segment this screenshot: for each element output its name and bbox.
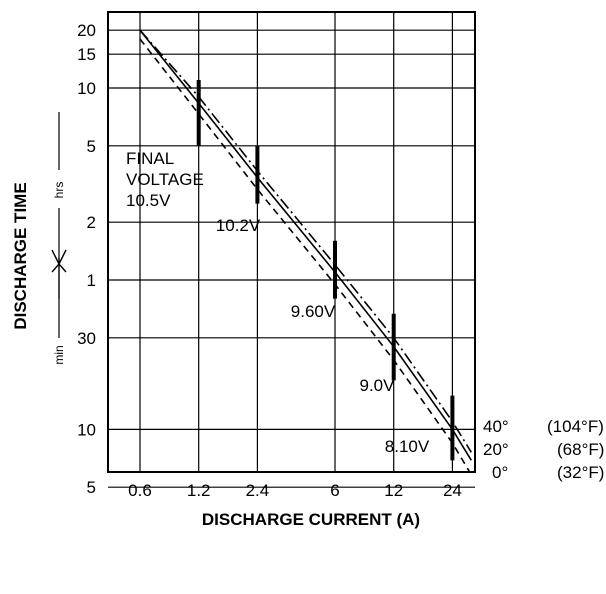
voltage-label-3: 9.0V bbox=[360, 376, 396, 395]
y-tick-label-4: 2 bbox=[87, 213, 96, 232]
series-line-1 bbox=[139, 29, 472, 461]
legend: 40° (104°F) 20° (68°F) 0° (32°F) bbox=[483, 417, 604, 482]
y-tick-label-2: 10 bbox=[77, 79, 96, 98]
y-tick-label-7: 10 bbox=[77, 420, 96, 439]
y-tick-label-5: 1 bbox=[87, 271, 96, 290]
y-axis-title: DISCHARGE TIME bbox=[11, 182, 30, 329]
y-tick-label-6: 30 bbox=[77, 329, 96, 348]
y-tick-label-3: 5 bbox=[87, 137, 96, 156]
final-voltage-line-2: VOLTAGE bbox=[126, 170, 204, 189]
voltage-markers: 10.2V 9.60V 9.0V 8.10V bbox=[196, 80, 455, 461]
final-voltage-note: FINAL VOLTAGE 10.5V bbox=[126, 149, 204, 210]
legend-fahrenheit-2: (68°F) bbox=[557, 440, 604, 459]
legend-fahrenheit-3: (32°F) bbox=[557, 463, 604, 482]
y-tick-label-0: 20 bbox=[77, 21, 96, 40]
x-tick-label-5: 24 bbox=[443, 481, 462, 500]
x-axis-title: DISCHARGE CURRENT (A) bbox=[202, 510, 420, 529]
voltage-label-4: 8.10V bbox=[385, 437, 430, 456]
plot-frame bbox=[107, 11, 476, 473]
min-label: min bbox=[52, 345, 66, 364]
voltage-label-2: 9.60V bbox=[291, 302, 336, 321]
y-tick-label-8: 5 bbox=[87, 478, 96, 497]
boundary-arrows-icon bbox=[51, 249, 67, 299]
tick-labels: 0.6 1.2 2.4 6 12 24 20 15 10 5 2 1 30 10 5 bbox=[77, 21, 462, 500]
final-voltage-line-3: 10.5V bbox=[126, 191, 171, 210]
x-tick-label-4: 12 bbox=[384, 481, 403, 500]
legend-temp-3: 0° bbox=[492, 463, 508, 482]
voltage-label-1: 10.2V bbox=[216, 216, 261, 235]
series-line-2 bbox=[139, 38, 471, 472]
y-unit-indicator: hrs min bbox=[51, 112, 67, 365]
grid bbox=[108, 12, 475, 488]
x-tick-label-0: 0.6 bbox=[128, 481, 152, 500]
legend-temp-1: 40° bbox=[483, 417, 509, 436]
series-lines bbox=[139, 29, 472, 472]
hrs-label: hrs bbox=[52, 182, 66, 199]
legend-temp-2: 20° bbox=[483, 440, 509, 459]
x-tick-label-3: 6 bbox=[330, 481, 339, 500]
x-tick-label-2: 2.4 bbox=[246, 481, 270, 500]
y-tick-label-1: 15 bbox=[77, 45, 96, 64]
final-voltage-line-1: FINAL bbox=[126, 149, 174, 168]
series-line-0 bbox=[139, 29, 472, 453]
x-tick-label-1: 1.2 bbox=[187, 481, 211, 500]
legend-fahrenheit-1: (104°F) bbox=[547, 417, 604, 436]
